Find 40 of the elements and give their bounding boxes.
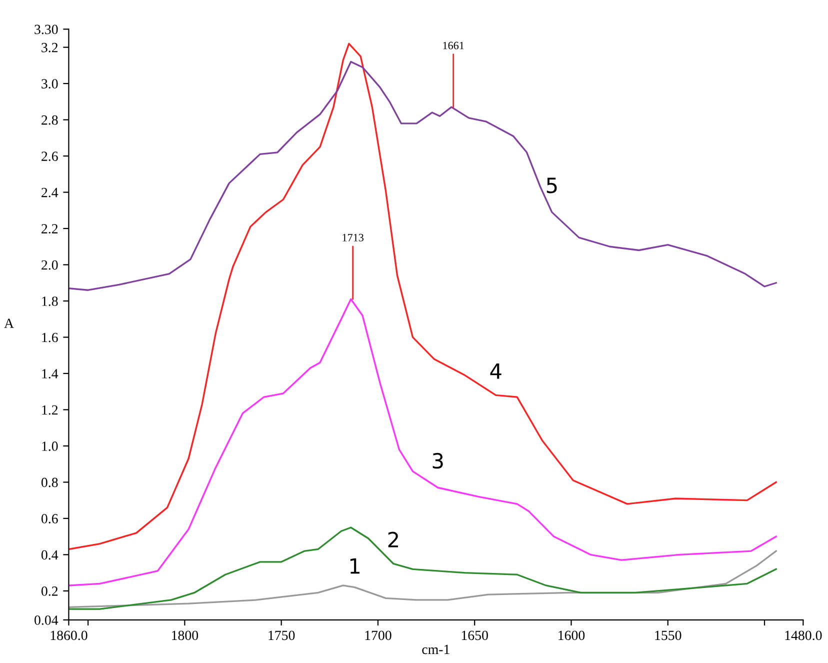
line-series: [68, 60, 777, 291]
series-label: 1: [350, 558, 360, 574]
series-label: 4: [490, 364, 502, 379]
y-tick-label: 2.2: [42, 224, 58, 234]
x-tick-label: 1750: [268, 630, 295, 640]
x-tick-label: 1600: [558, 630, 585, 640]
y-tick-label: 2.6: [42, 152, 58, 162]
y-tick-label: 0.6: [41, 514, 58, 524]
y-tick-label: 0.8: [41, 478, 58, 488]
y-tick-label: 1.8: [42, 296, 58, 306]
y-tick-label: 3.30: [34, 24, 58, 34]
x-tick-label: 1650: [462, 630, 488, 640]
x-tick-label: 1800: [172, 630, 198, 640]
line-series: [68, 298, 777, 586]
y-tick-label: 0.2: [41, 586, 58, 596]
x-axis-title: cm-1: [422, 644, 450, 654]
y-tick-label: 2.0: [42, 260, 58, 270]
annotation: 1661: [443, 42, 464, 50]
x-tick-label: 1480.0: [785, 630, 822, 640]
line-series: [68, 550, 777, 608]
series-label: 2: [388, 532, 398, 548]
y-tick-label: 1.4: [42, 369, 58, 378]
y-tick-label: 1.0: [42, 442, 58, 451]
y-tick-label: 3.0: [42, 79, 58, 89]
series-label: 3: [432, 452, 443, 469]
series-label: 5: [546, 178, 557, 194]
y-tick-label: 3.2: [42, 42, 58, 52]
x-tick-label: 1700: [365, 630, 392, 640]
y-tick-label: 0.4: [41, 550, 58, 560]
y-axis-title: A: [4, 318, 14, 328]
y-tick-label: 1.2: [42, 405, 58, 415]
y-tick-label: 2.4: [42, 188, 58, 198]
y-tick-label: 2.8: [42, 115, 58, 125]
y-tick-label: 1.6: [42, 332, 58, 342]
x-tick-label: 1860.0: [50, 630, 88, 640]
x-tick-label: 1550: [655, 630, 682, 640]
annotation: 1713: [342, 234, 364, 242]
line-series: [68, 526, 777, 610]
y-tick-label: 0.04: [34, 615, 58, 625]
line-series: [68, 42, 777, 550]
